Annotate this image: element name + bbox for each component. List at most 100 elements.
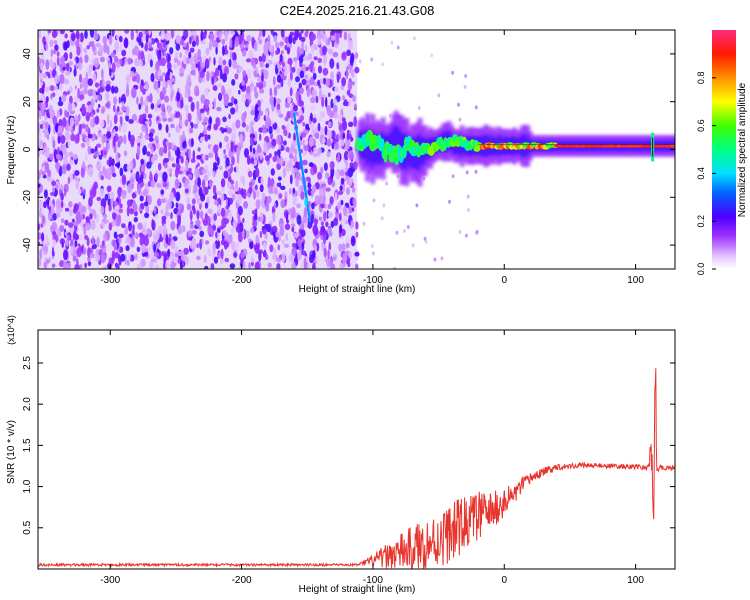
heatmap-noise-cell — [135, 73, 140, 83]
heatmap-noise-cell — [231, 156, 235, 166]
heatmap-noise-cell — [160, 179, 163, 190]
heatmap-sparse-cell — [451, 174, 455, 179]
heatmap-noise-cell — [199, 210, 204, 220]
heatmap-noise-cell — [284, 116, 289, 122]
heatmap-noise-cell — [89, 213, 93, 220]
heatmap-noise-cell — [163, 182, 168, 188]
heatmap-noise-cell — [156, 182, 162, 188]
heatmap-noise-cell — [266, 195, 272, 204]
heatmap-noise-cell — [342, 95, 345, 101]
heatmap-noise-cell — [291, 261, 296, 269]
heatmap-noise-cell — [234, 36, 239, 48]
heatmap-noise-cell — [147, 142, 153, 148]
heatmap-noise-cell — [200, 30, 204, 41]
heatmap-noise-cell — [302, 122, 306, 127]
heatmap-noise-cell — [232, 59, 238, 69]
heatmap-noise-cell — [42, 93, 45, 105]
heatmap-noise-cell — [199, 230, 205, 238]
heatmap-noise-cell — [113, 96, 117, 106]
heatmap-noise-cell — [118, 253, 121, 264]
heatmap-noise-cell — [253, 131, 258, 142]
heatmap-noise-cell — [227, 211, 233, 223]
heatmap-noise-cell — [109, 119, 113, 130]
heatmap-noise-cell — [66, 262, 71, 269]
heatmap-noise-cell — [294, 148, 298, 156]
heatmap-noise-cell — [317, 65, 323, 74]
heatmap-noise-cell — [291, 140, 296, 149]
heatmap-noise-cell — [87, 261, 92, 267]
heatmap-noise-cell — [290, 210, 295, 220]
heatmap-noise-cell — [264, 155, 270, 162]
heatmap-noise-cell — [322, 137, 326, 144]
heatmap-noise-cell — [158, 147, 164, 157]
heatmap-noise-cell — [133, 45, 139, 56]
spectrogram-x-tick-label: -100 — [363, 275, 383, 286]
heatmap-noise-cell — [237, 231, 243, 243]
heatmap-noise-cell — [345, 235, 349, 245]
heatmap-noise-cell — [265, 54, 268, 63]
heatmap-noise-cell — [38, 139, 44, 149]
heatmap-noise-cell — [221, 38, 226, 45]
heatmap-noise-cell — [263, 140, 267, 150]
heatmap-noise-cell — [110, 52, 116, 58]
heatmap-noise-cell — [296, 203, 301, 208]
heatmap-noise-cell — [144, 247, 149, 252]
heatmap-noise-cell — [292, 187, 296, 194]
heatmap-noise-cell — [283, 69, 288, 77]
heatmap-noise-cell — [196, 210, 200, 220]
heatmap-noise-cell — [196, 100, 200, 111]
heatmap-noise-cell — [158, 225, 163, 234]
heatmap-noise-cell — [354, 66, 360, 74]
heatmap-noise-cell — [317, 38, 322, 46]
heatmap-noise-cell — [237, 205, 243, 216]
heatmap-noise-cell — [313, 43, 318, 51]
heatmap-noise-cell — [225, 157, 230, 167]
heatmap-noise-cell — [307, 53, 313, 61]
heatmap-noise-cell — [323, 186, 326, 196]
heatmap-noise-cell — [217, 64, 221, 71]
heatmap-noise-cell — [245, 230, 250, 239]
heatmap-noise-cell — [187, 112, 192, 123]
heatmap-noise-cell — [112, 173, 117, 178]
heatmap-noise-cell — [155, 264, 159, 269]
heatmap-noise-cell — [87, 166, 94, 177]
heatmap-noise-cell — [113, 240, 118, 251]
heatmap-noise-cell — [325, 172, 330, 180]
heatmap-noise-cell — [348, 121, 354, 128]
heatmap-noise-cell — [349, 162, 354, 168]
heatmap-noise-cell — [317, 57, 323, 64]
heatmap-noise-cell — [63, 249, 68, 261]
heatmap-noise-cell — [250, 254, 255, 263]
heatmap-noise-cell — [84, 153, 88, 162]
heatmap-noise-cell — [148, 42, 153, 49]
heatmap-noise-cell — [40, 62, 44, 71]
heatmap-noise-cell — [148, 132, 154, 138]
heatmap-noise-cell — [113, 114, 118, 125]
heatmap-sparse-cell — [372, 198, 376, 203]
heatmap-noise-cell — [51, 180, 57, 187]
heatmap-noise-cell — [48, 153, 54, 161]
heatmap-noise-cell — [229, 38, 233, 49]
heatmap-noise-cell — [114, 41, 119, 52]
heatmap-noise-cell — [346, 89, 351, 96]
heatmap-noise-cell — [254, 41, 258, 52]
heatmap-noise-cell — [310, 112, 313, 122]
heatmap-noise-cell — [57, 134, 61, 144]
heatmap-noise-cell — [319, 30, 324, 36]
heatmap-noise-cell — [193, 183, 198, 194]
heatmap-noise-cell — [125, 114, 129, 122]
heatmap-noise-cell — [209, 32, 215, 43]
heatmap-noise-cell — [231, 131, 236, 142]
heatmap-noise-cell — [303, 207, 308, 218]
heatmap-noise-cell — [330, 35, 336, 42]
heatmap-noise-cell — [43, 201, 47, 209]
heatmap-noise-cell — [73, 230, 77, 236]
heatmap-noise-cell — [113, 231, 118, 239]
snr-series-line — [38, 368, 675, 569]
heatmap-noise-cell — [40, 208, 44, 215]
heatmap-noise-cell — [331, 180, 336, 188]
heatmap-noise-cell — [173, 57, 178, 63]
heatmap-noise-cell — [184, 104, 189, 112]
heatmap-noise-cell — [86, 237, 90, 247]
heatmap-noise-cell — [262, 227, 267, 235]
